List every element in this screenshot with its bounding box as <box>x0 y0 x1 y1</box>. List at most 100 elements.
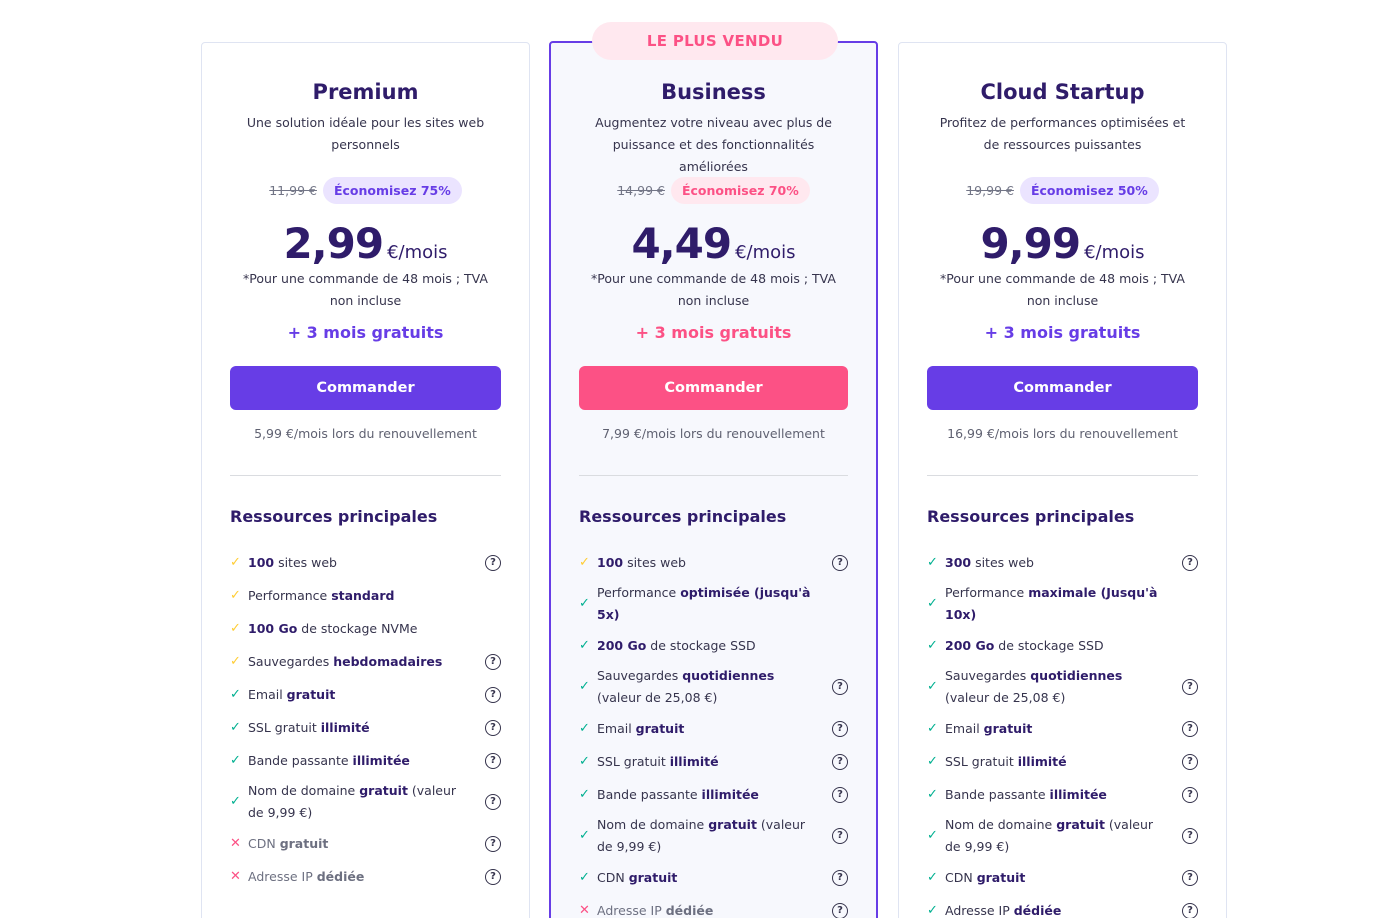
question-circle-icon[interactable]: ? <box>1182 828 1198 844</box>
feature-item: ✓ Sauvegardes hebdomadaires? <box>230 645 501 678</box>
feature-item: ✓ CDN gratuit? <box>579 861 848 894</box>
price-row: 4,49 €/mois <box>551 219 876 268</box>
feature-text-suffix: sites web <box>971 554 1034 570</box>
feature-item: ✓ Bande passante illimitée? <box>579 778 848 811</box>
bonus-months: + 3 mois gratuits <box>635 323 792 342</box>
question-circle-icon[interactable]: ? <box>1182 720 1198 737</box>
feature-text-prefix: SSL gratuit <box>248 719 321 735</box>
question-circle-icon[interactable]: ? <box>1182 554 1198 571</box>
feature-text-bold: illimitée <box>701 786 759 802</box>
saving-row: 11,99 € Économisez 75% <box>202 177 529 204</box>
old-price: 11,99 € <box>269 183 317 198</box>
feature-text: Email gratuit <box>248 684 485 706</box>
feature-text: CDN gratuit <box>597 867 832 889</box>
resources-title: Ressources principales <box>579 507 787 526</box>
feature-text-bold: gratuit <box>628 869 678 885</box>
question-circle-icon[interactable]: ? <box>832 554 848 571</box>
feature-text: 200 Go de stockage SSD <box>597 635 832 657</box>
order-button[interactable]: Commander <box>927 366 1198 410</box>
check-icon: ✓ <box>579 753 590 769</box>
check-icon: ✓ <box>579 869 590 885</box>
question-circle-icon[interactable]: ? <box>832 869 848 886</box>
feature-text-bold: quotidiennes <box>682 668 775 683</box>
question-circle-icon[interactable]: ? <box>485 686 501 703</box>
feature-item: ✓ Adresse IP dédiée? <box>927 894 1198 918</box>
question-circle-icon[interactable]: ? <box>485 794 501 810</box>
feature-text: 200 Go de stockage SSD <box>945 635 1182 657</box>
feature-text-prefix: CDN <box>945 869 977 885</box>
order-button[interactable]: Commander <box>579 366 848 410</box>
price-row: 2,99 €/mois <box>202 219 529 268</box>
feature-item: ✓ Bande passante illimitée? <box>927 778 1198 811</box>
feature-text: Bande passante illimitée <box>248 750 485 772</box>
question-circle-icon[interactable]: ? <box>832 679 848 695</box>
check-icon: ✓ <box>230 554 241 570</box>
feature-text-suffix: (valeur de 9,99 €) <box>945 817 1154 854</box>
plan-description: Profitez de performances optimisées et d… <box>939 115 1186 152</box>
question-circle-icon[interactable]: ? <box>485 653 501 670</box>
cross-icon: ✕ <box>230 835 241 851</box>
check-icon: ✓ <box>927 869 938 885</box>
feature-text-bold: maximale (Jusqu'à 10x) <box>945 585 1158 622</box>
question-circle-icon[interactable]: ? <box>832 902 848 918</box>
plan-name: Premium <box>312 80 419 104</box>
plan-description: Augmentez votre niveau avec plus de puis… <box>595 115 832 174</box>
question-circle-icon[interactable]: ? <box>1182 786 1198 803</box>
feature-text-bold: 100 Go <box>248 620 298 636</box>
saving-badge: Économisez 75% <box>322 177 462 204</box>
feature-item: ✓ 100 sites web? <box>579 546 848 579</box>
price-unit: €/mois <box>387 242 448 263</box>
feature-text-prefix: Performance <box>945 585 1029 600</box>
question-circle-icon[interactable]: ? <box>832 828 848 844</box>
feature-text-prefix: Sauvegardes <box>248 653 334 669</box>
question-circle-icon[interactable]: ? <box>485 719 501 736</box>
bonus-months: + 3 mois gratuits <box>287 323 444 342</box>
resources-title: Ressources principales <box>230 507 438 526</box>
feature-text-suffix: sites web <box>274 554 337 570</box>
check-icon: ✓ <box>579 637 590 653</box>
old-price: 19,99 € <box>966 183 1014 198</box>
feature-text-prefix: Performance <box>597 585 681 600</box>
question-circle-icon[interactable]: ? <box>1182 869 1198 886</box>
feature-item: ✓ CDN gratuit? <box>927 861 1198 894</box>
question-circle-icon[interactable]: ? <box>485 554 501 571</box>
order-button[interactable]: Commander <box>230 366 501 410</box>
feature-item: ✓ Nom de domaine gratuit (valeur de 9,99 … <box>230 777 501 827</box>
feature-text-prefix: Adresse IP <box>945 902 1014 918</box>
feature-text-suffix: de stockage SSD <box>646 637 756 653</box>
price-note: *Pour une commande de 48 mois ; TVA non … <box>591 271 836 308</box>
check-icon: ✓ <box>230 719 241 735</box>
price: 2,99 <box>283 219 384 268</box>
feature-text-suffix: de stockage NVMe <box>297 620 418 636</box>
question-circle-icon[interactable]: ? <box>1182 753 1198 770</box>
check-icon: ✓ <box>230 752 241 768</box>
saving-row: 14,99 € Économisez 70% <box>551 177 876 204</box>
cross-icon: ✕ <box>230 868 241 884</box>
feature-text-prefix: Sauvegardes <box>945 668 1031 683</box>
question-circle-icon[interactable]: ? <box>485 868 501 885</box>
feature-item: ✓ SSL gratuit illimité? <box>579 745 848 778</box>
check-icon: ✓ <box>927 902 938 918</box>
check-icon: ✓ <box>579 828 590 843</box>
question-circle-icon[interactable]: ? <box>1182 679 1198 695</box>
feature-text: Sauvegardes hebdomadaires <box>248 651 485 673</box>
question-circle-icon[interactable]: ? <box>832 786 848 803</box>
question-circle-icon[interactable]: ? <box>1182 902 1198 918</box>
best-seller-badge: LE PLUS VENDU <box>592 22 838 60</box>
price: 9,99 <box>980 219 1081 268</box>
feature-text-bold: dédiée <box>665 902 714 918</box>
feature-text: Nom de domaine gratuit (valeur de 9,99 €… <box>248 780 485 824</box>
feature-text-bold: optimisée (jusqu'à 5x) <box>597 585 811 622</box>
question-circle-icon[interactable]: ? <box>832 753 848 770</box>
feature-item: ✕ CDN gratuit? <box>230 827 501 860</box>
feature-item: ✓200 Go de stockage SSD? <box>927 629 1198 662</box>
feature-text-bold: illimitée <box>1049 786 1107 802</box>
question-circle-icon[interactable]: ? <box>832 720 848 737</box>
check-icon: ✓ <box>927 828 938 843</box>
feature-text-prefix: Bande passante <box>597 786 702 802</box>
question-circle-icon[interactable]: ? <box>485 835 501 852</box>
feature-item: ✓ Email gratuit? <box>579 712 848 745</box>
feature-text-prefix: CDN <box>597 869 629 885</box>
question-circle-icon[interactable]: ? <box>485 752 501 769</box>
check-icon: ✓ <box>230 620 241 636</box>
